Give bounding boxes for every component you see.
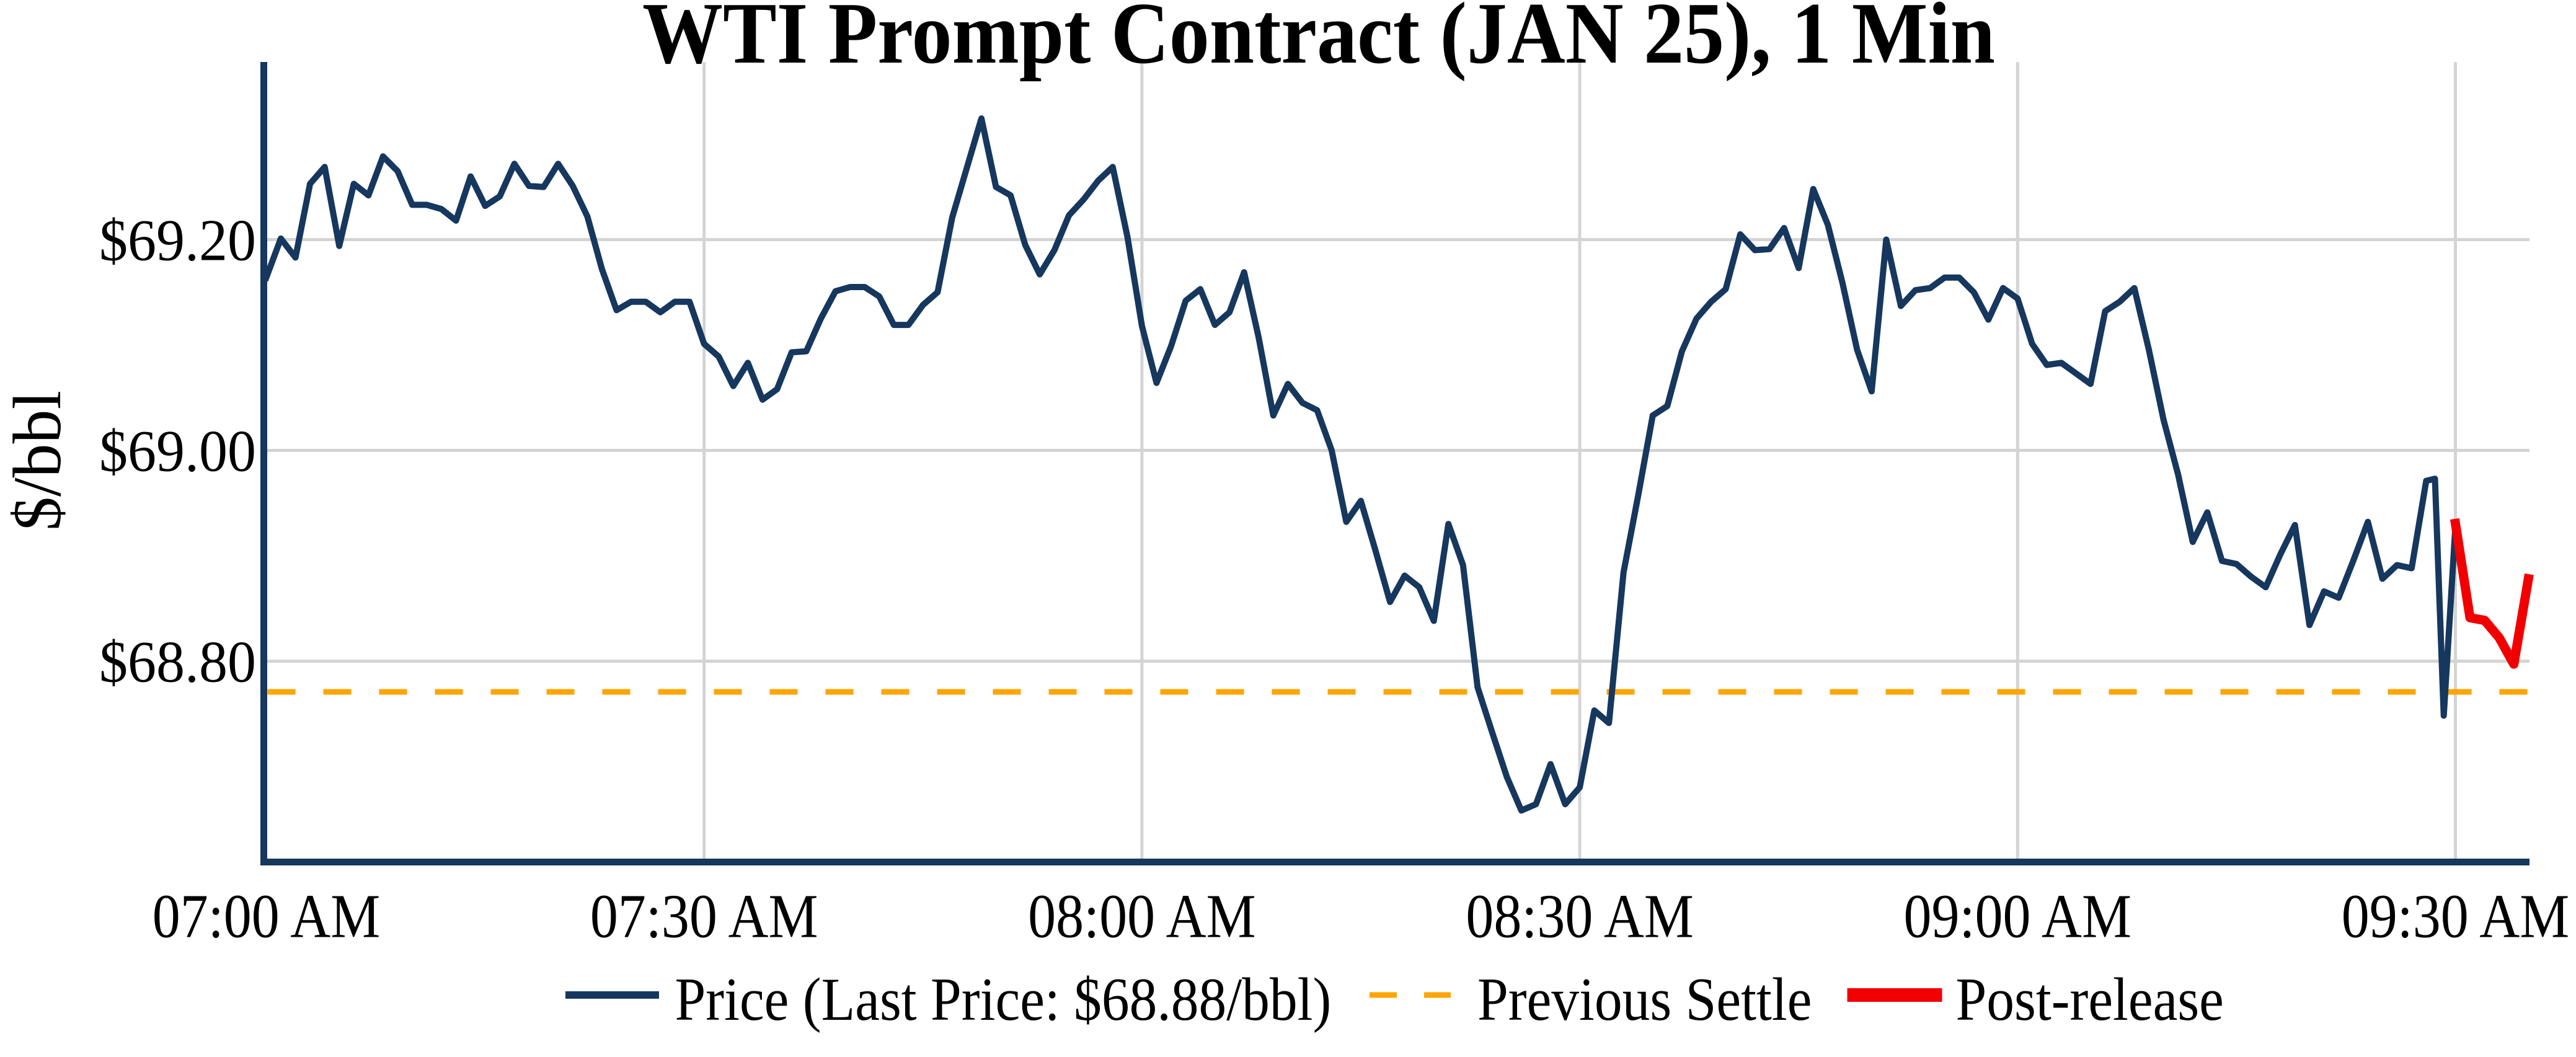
svg-text:$/bbl: $/bbl xyxy=(0,391,75,531)
svg-text:08:00 AM: 08:00 AM xyxy=(1028,882,1256,951)
svg-text:08:30 AM: 08:30 AM xyxy=(1466,882,1694,951)
svg-text:$68.80: $68.80 xyxy=(99,629,256,695)
svg-text:09:00 AM: 09:00 AM xyxy=(1904,882,2132,951)
svg-text:07:00 AM: 07:00 AM xyxy=(153,882,381,951)
svg-text:$69.00: $69.00 xyxy=(99,418,256,484)
svg-text:Price (Last Price: $68.88/bbl): Price (Last Price: $68.88/bbl) xyxy=(675,966,1332,1033)
svg-text:WTI Prompt Contract (JAN 25),: WTI Prompt Contract (JAN 25), 1 Min xyxy=(642,0,1995,82)
svg-text:$69.20: $69.20 xyxy=(99,208,256,273)
svg-text:Previous Settle: Previous Settle xyxy=(1477,966,1812,1033)
svg-text:Post-release: Post-release xyxy=(1956,966,2224,1033)
svg-text:09:30 AM: 09:30 AM xyxy=(2342,882,2570,951)
svg-text:07:30 AM: 07:30 AM xyxy=(590,882,818,951)
